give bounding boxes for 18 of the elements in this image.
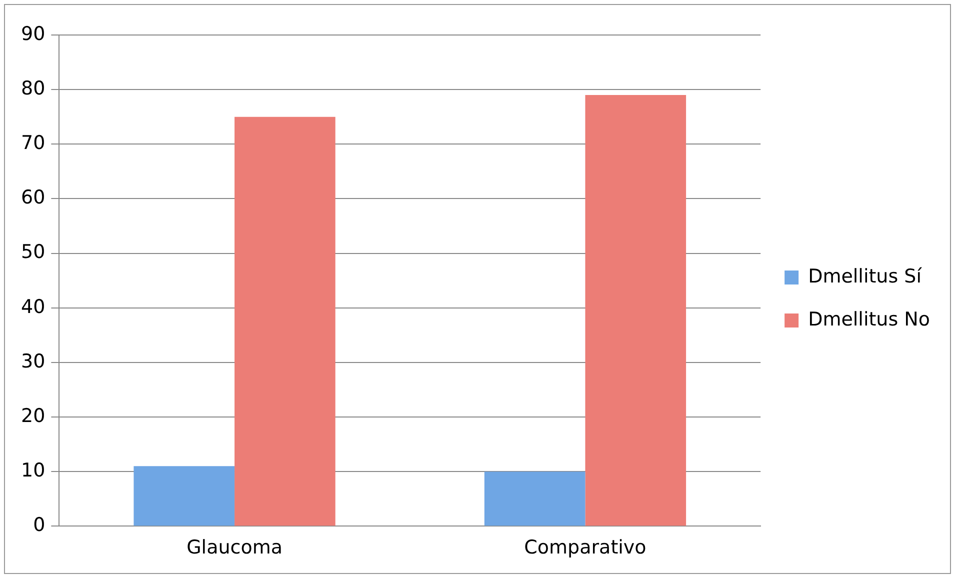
- y-tick-label: 0: [33, 514, 46, 536]
- y-tick-label: 10: [20, 460, 46, 482]
- bar: [134, 466, 235, 526]
- legend-label: Dmellitus Sí: [808, 265, 922, 288]
- y-tick-label: 40: [20, 296, 46, 318]
- y-tick-label: 30: [20, 350, 46, 372]
- bar: [234, 116, 336, 526]
- legend-label: Dmellitus No: [808, 308, 930, 330]
- bar: [585, 95, 686, 526]
- bar: [484, 472, 586, 526]
- y-tick-label: 90: [20, 22, 46, 45]
- y-tick-label: 70: [20, 132, 46, 154]
- y-tick-label: 80: [20, 78, 46, 100]
- y-tick-label: 50: [20, 241, 46, 264]
- y-tick-label: 20: [20, 404, 46, 427]
- x-tick-label: Comparativo: [524, 536, 646, 559]
- y-tick-label: 60: [20, 186, 46, 209]
- x-tick-label: Glaucoma: [186, 536, 282, 559]
